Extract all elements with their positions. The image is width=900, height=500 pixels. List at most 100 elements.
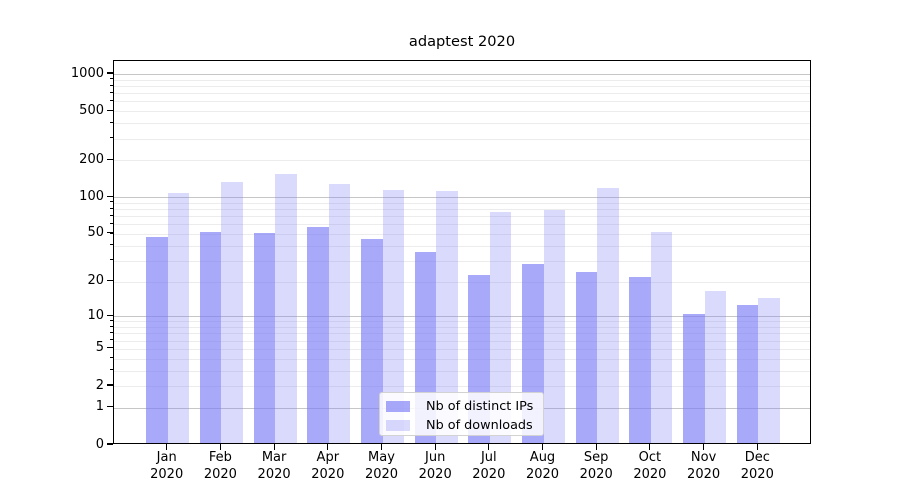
xtick-label-aug: Aug 2020 <box>525 450 560 482</box>
gridline-minor <box>114 101 810 103</box>
gridline-minor <box>114 260 810 262</box>
ytick-mark-0 <box>106 443 113 445</box>
bar-downloads-feb <box>221 182 243 443</box>
gridline-minor <box>114 358 810 360</box>
ytick-mark-minor <box>109 244 113 246</box>
ytick-mark-minor <box>109 259 113 261</box>
ytick-mark-minor <box>109 339 113 341</box>
ytick-mark-minor <box>109 222 113 224</box>
legend: Nb of distinct IPs Nb of downloads <box>379 392 544 436</box>
xtick-label-may: May 2020 <box>364 450 399 482</box>
gridline-minor <box>114 202 810 204</box>
xtick-label-feb: Feb 2020 <box>203 450 237 482</box>
xtick-label-nov: Nov 2020 <box>687 450 721 482</box>
xtick-label-dec: Dec 2020 <box>740 450 774 482</box>
xtick-label-mar: Mar 2020 <box>257 450 291 482</box>
bar-distinct-ips-may <box>361 238 383 443</box>
gridline-minor <box>114 79 810 81</box>
ytick-label-0: 0 <box>95 436 104 452</box>
bar-downloads-nov <box>704 290 727 443</box>
gridline-minor <box>114 233 810 235</box>
ytick-mark-1000 <box>106 72 113 74</box>
ytick-mark-minor <box>109 357 113 359</box>
bar-distinct-ips-feb <box>199 231 222 443</box>
ytick-label-20: 20 <box>87 273 104 288</box>
bar-downloads-jul <box>489 211 512 443</box>
ytick-mark-10 <box>106 314 113 316</box>
xtick-label-jul: Jul 2020 <box>472 450 506 482</box>
ytick-mark-minor <box>109 207 113 209</box>
gridline-major <box>114 197 810 199</box>
xtick-mark-feb <box>219 444 221 450</box>
bar-distinct-ips-apr <box>307 226 329 443</box>
ytick-mark-minor <box>109 319 113 321</box>
gridline-minor <box>114 281 810 283</box>
gridline-minor <box>114 209 810 210</box>
gridline-minor <box>114 160 810 162</box>
ytick-mark-minor <box>109 109 113 111</box>
gridline-minor <box>114 138 810 140</box>
bar-distinct-ips-dec <box>736 305 759 443</box>
bar-downloads-jan <box>167 192 190 443</box>
ytick-mark-minor <box>109 232 113 234</box>
gridline-minor <box>114 327 810 328</box>
ytick-label-100: 100 <box>79 188 104 204</box>
ytick-mark-1 <box>106 406 113 408</box>
ytick-mark-minor <box>109 91 113 93</box>
xtick-label-jan: Jan 2020 <box>150 450 184 482</box>
gridline-minor <box>114 245 810 247</box>
gridline-minor <box>114 340 810 342</box>
xtick-label-oct: Oct 2020 <box>633 450 667 482</box>
xtick-label-sep: Sep 2020 <box>579 450 613 482</box>
legend-item-distinct-ips: Nb of distinct IPs <box>386 398 543 415</box>
ytick-label-5: 5 <box>95 340 104 356</box>
ytick-mark-minor <box>109 201 113 203</box>
xtick-mark-may <box>380 444 383 450</box>
legend-swatch-distinct-ips <box>386 401 410 412</box>
ytick-label-50: 50 <box>87 225 104 241</box>
legend-label-downloads: Nb of downloads <box>426 418 533 433</box>
gridline-minor <box>114 348 810 350</box>
ytick-mark-minor <box>109 137 113 139</box>
xtick-mark-apr <box>327 444 329 450</box>
gridline-minor <box>114 224 810 226</box>
ytick-mark-minor <box>109 214 113 216</box>
bar-distinct-ips-jan <box>146 237 168 443</box>
ytick-mark-minor <box>109 280 113 282</box>
gridline-minor <box>114 321 810 323</box>
chart-title: adaptest 2020 <box>408 33 516 50</box>
ytick-mark-minor <box>109 325 113 327</box>
ytick-mark-minor <box>109 121 113 123</box>
ytick-label-1: 1 <box>95 399 104 415</box>
ytick-label-200: 200 <box>79 151 104 167</box>
gridline-minor <box>114 123 810 125</box>
gridline-minor <box>114 370 810 372</box>
ytick-mark-minor <box>109 384 113 386</box>
legend-item-downloads: Nb of downloads <box>386 417 543 434</box>
bar-downloads-apr <box>328 183 351 443</box>
ytick-mark-minor <box>109 331 113 333</box>
xtick-mark-jan <box>166 444 168 450</box>
gridline-minor <box>114 86 810 87</box>
bar-downloads-oct <box>650 231 673 443</box>
bar-downloads-sep <box>597 187 619 443</box>
gridline-minor <box>114 386 810 387</box>
legend-label-distinct-ips: Nb of distinct IPs <box>426 399 534 414</box>
ytick-label-2: 2 <box>95 377 104 393</box>
bar-distinct-ips-sep <box>575 272 598 443</box>
ytick-mark-minor <box>109 84 113 86</box>
xtick-mark-sep <box>595 444 597 450</box>
ytick-mark-minor <box>109 369 113 371</box>
bar-downloads-may <box>382 190 404 443</box>
xtick-label-apr: Apr 2020 <box>311 450 345 482</box>
ytick-label-10: 10 <box>87 307 104 323</box>
ytick-mark-minor <box>109 99 113 102</box>
xtick-mark-aug <box>541 444 544 450</box>
bar-distinct-ips-oct <box>629 277 651 443</box>
ytick-label-1000: 1000 <box>70 65 104 81</box>
ytick-mark-100 <box>106 195 113 197</box>
gridline-minor <box>114 216 810 218</box>
bar-distinct-ips-nov <box>683 314 705 443</box>
xtick-mark-dec <box>756 444 758 450</box>
xtick-mark-jun <box>434 444 436 450</box>
